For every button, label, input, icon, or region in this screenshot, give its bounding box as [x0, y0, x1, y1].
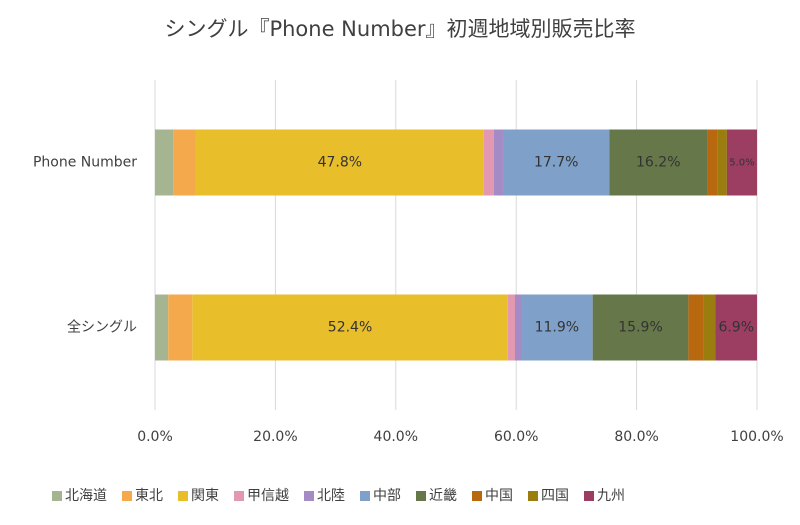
chart-title: シングル『Phone Number』初週地域別販売比率	[164, 17, 635, 41]
x-tick-label: 40.0%	[374, 429, 418, 445]
bar-segment	[609, 129, 708, 196]
legend-label: 甲信越	[247, 488, 289, 504]
data-label: 16.2%	[636, 155, 680, 171]
bar-segment	[703, 294, 716, 361]
x-tick-label: 60.0%	[494, 429, 538, 445]
bar-segment	[592, 294, 689, 361]
data-label: 5.0%	[729, 158, 754, 169]
bar-segment	[173, 129, 196, 196]
legend-swatch	[304, 491, 314, 501]
legend-swatch	[472, 491, 482, 501]
legend-swatch	[360, 491, 370, 501]
legend-label: 九州	[597, 488, 625, 504]
bar-segment	[192, 294, 508, 361]
bar-segment	[514, 294, 522, 361]
legend-swatch	[234, 491, 244, 501]
legend-label: 東北	[135, 488, 163, 504]
x-tick-label: 0.0%	[137, 429, 173, 445]
legend-label: 関東	[191, 488, 219, 504]
legend-label: 北陸	[317, 488, 345, 504]
bar-segment	[168, 294, 193, 361]
bar-segment	[688, 294, 704, 361]
legend-label: 北海道	[65, 488, 107, 504]
data-label: 6.9%	[718, 320, 754, 336]
legend-swatch	[528, 491, 538, 501]
y-tick-label: 全シングル	[67, 319, 137, 336]
legend-label: 近畿	[429, 488, 457, 504]
legend-swatch	[52, 491, 62, 501]
x-tick-label: 80.0%	[614, 429, 658, 445]
bar-segment	[483, 129, 494, 196]
data-label: 47.8%	[318, 155, 362, 171]
y-tick-label: Phone Number	[33, 155, 137, 171]
bar-segment	[521, 294, 593, 361]
legend-label: 中部	[373, 488, 401, 504]
data-label: 15.9%	[618, 320, 662, 336]
data-label: 11.9%	[535, 320, 579, 336]
bar-segment	[195, 129, 484, 196]
legend-swatch	[178, 491, 188, 501]
bar-segment	[155, 129, 174, 196]
bar-segment	[715, 294, 757, 361]
bar-segment	[155, 294, 169, 361]
legend-label: 四国	[541, 488, 569, 504]
x-tick-label: 20.0%	[253, 429, 297, 445]
x-tick-label: 100.0%	[730, 429, 783, 445]
bar-segment	[493, 129, 503, 196]
bar-segment	[717, 129, 727, 196]
bar-segment	[502, 129, 610, 196]
bar-segment	[707, 129, 718, 196]
data-label: 17.7%	[534, 155, 578, 171]
legend-swatch	[416, 491, 426, 501]
legend-swatch	[122, 491, 132, 501]
data-label: 52.4%	[328, 320, 372, 336]
legend-swatch	[584, 491, 594, 501]
bar-segment	[507, 294, 515, 361]
bar-segment	[726, 129, 757, 196]
legend-label: 中国	[485, 488, 513, 504]
